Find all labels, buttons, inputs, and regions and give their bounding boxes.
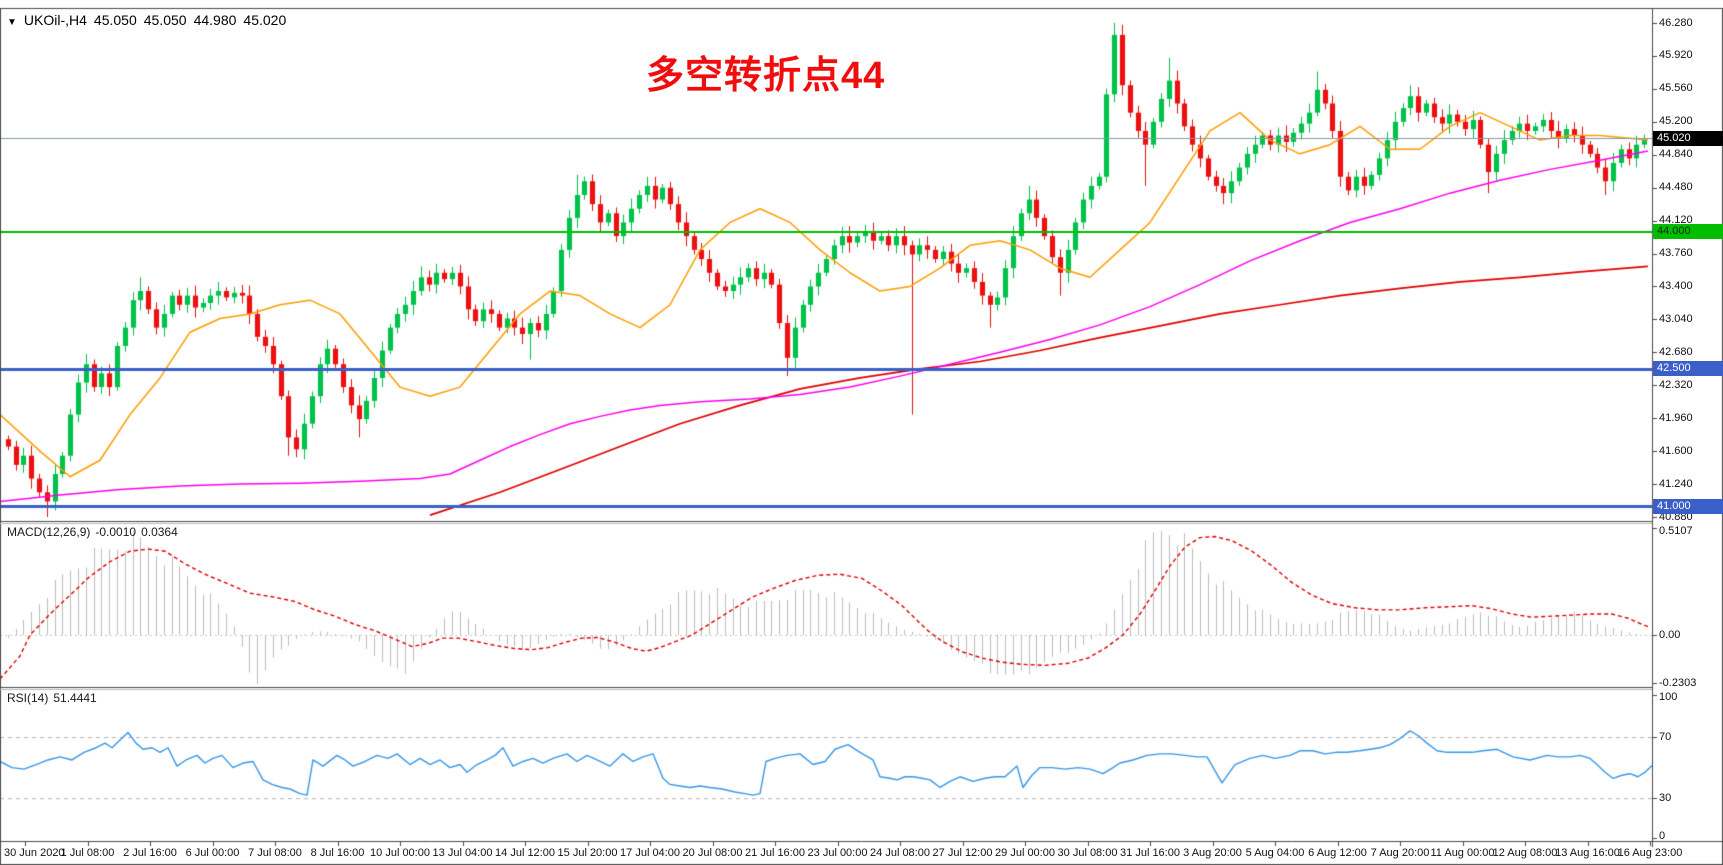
time-tick-label: 1 Jul 08:00 bbox=[60, 847, 115, 859]
time-tick-label: 17 Jul 04:00 bbox=[620, 847, 680, 859]
price-tick-label: 46.280 bbox=[1659, 16, 1693, 29]
quote-low: 44.980 bbox=[193, 12, 237, 28]
price-tick-label: 44.840 bbox=[1659, 148, 1693, 161]
time-tick-label: 3 Aug 20:00 bbox=[1183, 847, 1242, 859]
quote-open: 45.050 bbox=[93, 12, 137, 28]
price-badge-44.000: 44.000 bbox=[1653, 224, 1723, 240]
chevron-down-icon[interactable]: ▼ bbox=[7, 17, 17, 28]
price-tick-label: 41.600 bbox=[1659, 444, 1693, 457]
time-tick-label: 5 Aug 04:00 bbox=[1245, 847, 1305, 859]
price-tick-label: 43.400 bbox=[1659, 279, 1693, 292]
macd-main-value: -0.0010 bbox=[95, 525, 137, 539]
price-tick-label: 42.320 bbox=[1659, 378, 1693, 391]
rsi-tick-label: 0 bbox=[1659, 830, 1666, 842]
price-tick-label: 42.680 bbox=[1659, 345, 1693, 358]
time-tick-label: 12 Aug 08:00 bbox=[1492, 847, 1558, 859]
time-tick-label: 2 Jul 16:00 bbox=[123, 847, 177, 859]
macd-signal-value: 0.0364 bbox=[141, 525, 178, 539]
price-badge-42.500: 42.500 bbox=[1653, 361, 1723, 377]
symbol-timeframe-label: UKOil-,H4 bbox=[23, 12, 87, 28]
rsi-value: 51.4441 bbox=[53, 691, 97, 705]
time-tick-label: 14 Jul 12:00 bbox=[495, 847, 555, 859]
price-tick-label: 43.040 bbox=[1659, 312, 1693, 325]
time-tick-label: 15 Jul 20:00 bbox=[557, 847, 618, 859]
quote-line: ▼ UKOil-,H4 45.050 45.050 44.980 45.020 bbox=[7, 12, 293, 28]
rsi-tick-label: 70 bbox=[1659, 730, 1672, 743]
time-tick-label: 31 Jul 16:00 bbox=[1120, 847, 1180, 859]
price-tick-label: 43.760 bbox=[1659, 247, 1693, 260]
time-tick-label: 8 Jul 16:00 bbox=[310, 847, 365, 859]
macd-indicator-label: MACD(12,26,9) -0.0010 0.0364 bbox=[7, 525, 183, 539]
price-tick-label: 44.120 bbox=[1659, 214, 1693, 227]
time-tick-label: 7 Jul 08:00 bbox=[248, 847, 302, 859]
macd-name: MACD(12,26,9) bbox=[7, 525, 91, 539]
time-tick-label: 11 Aug 00:00 bbox=[1430, 847, 1495, 859]
price-tick-label: 41.240 bbox=[1659, 477, 1693, 490]
price-tick-label: 41.960 bbox=[1659, 411, 1693, 424]
quote-close: 45.020 bbox=[243, 12, 287, 28]
time-tick-label: 27 Jul 12:00 bbox=[932, 847, 993, 859]
time-tick-label: 6 Jul 00:00 bbox=[185, 847, 240, 859]
time-tick-label: 20 Jul 08:00 bbox=[682, 847, 743, 859]
time-tick-label: 13 Aug 16:00 bbox=[1555, 847, 1620, 859]
time-tick-label: 24 Jul 08:00 bbox=[870, 847, 930, 859]
annotation-text[interactable]: 多空转折点44 bbox=[646, 55, 886, 97]
price-tick-label: 44.480 bbox=[1659, 181, 1693, 194]
time-tick-label: 23 Jul 00:00 bbox=[807, 847, 868, 859]
price-tick-label: 45.920 bbox=[1659, 49, 1693, 62]
time-tick-label: 21 Jul 16:00 bbox=[745, 847, 805, 859]
rsi-indicator-label: RSI(14) 51.4441 bbox=[7, 691, 102, 705]
macd-tick-label: -0.2303 bbox=[1659, 676, 1697, 689]
time-tick-label: 10 Jul 00:00 bbox=[370, 847, 430, 859]
time-tick-label: 13 Jul 04:00 bbox=[432, 847, 493, 859]
time-tick-label: 30 Jun 2020 bbox=[4, 847, 65, 859]
macd-tick-label: 0.00 bbox=[1659, 628, 1681, 641]
time-tick-label: 7 Aug 20:00 bbox=[1370, 847, 1430, 859]
time-tick-label: 30 Jul 08:00 bbox=[1057, 847, 1118, 859]
time-tick-label: 16 Aug 23:00 bbox=[1617, 847, 1683, 859]
rsi-tick-label: 30 bbox=[1659, 791, 1672, 804]
rsi-name: RSI(14) bbox=[7, 691, 49, 705]
price-badge-41.000: 41.000 bbox=[1653, 498, 1723, 514]
rsi-tick-label: 100 bbox=[1659, 691, 1678, 703]
price-tick-label: 45.200 bbox=[1659, 115, 1693, 128]
price-tick-label: 45.560 bbox=[1659, 82, 1693, 95]
price-badge-45.020: 45.020 bbox=[1653, 130, 1723, 146]
time-tick-label: 6 Aug 12:00 bbox=[1308, 847, 1367, 859]
macd-tick-label: 0.5107 bbox=[1659, 525, 1693, 537]
quote-high: 45.050 bbox=[143, 12, 187, 28]
time-tick-label: 29 Jul 00:00 bbox=[995, 847, 1055, 859]
